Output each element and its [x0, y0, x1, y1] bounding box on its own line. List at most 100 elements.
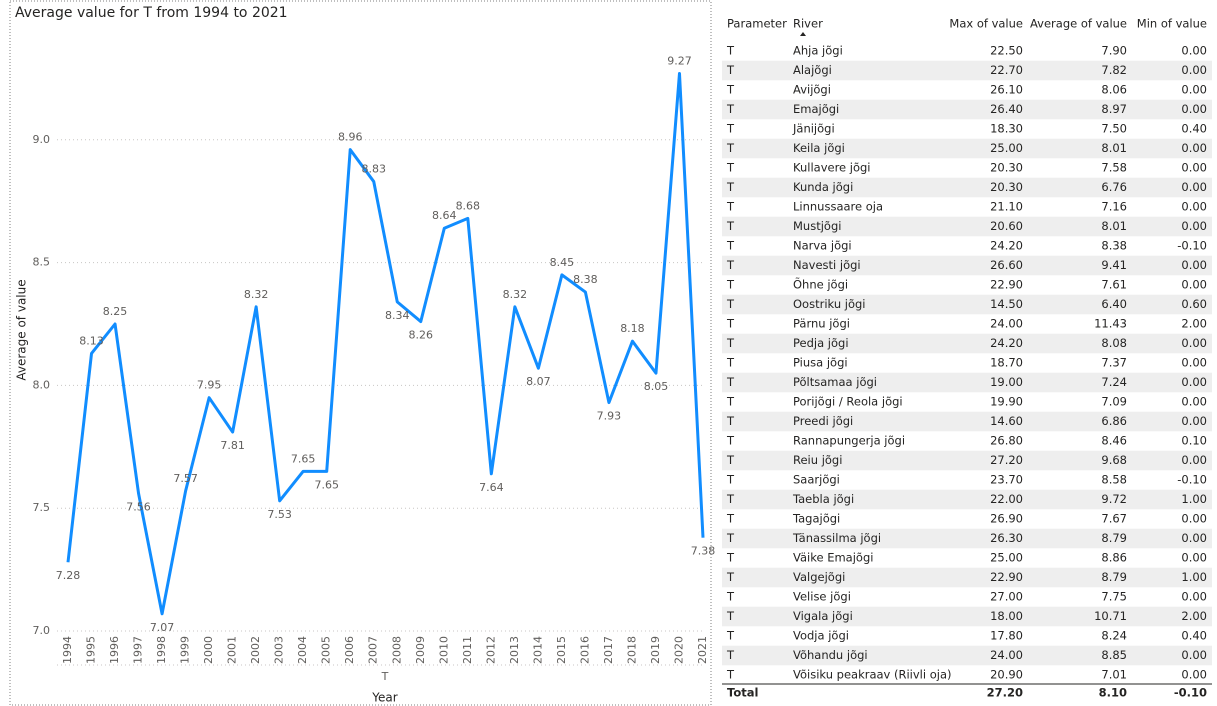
table-cell: 0.00	[1181, 102, 1207, 116]
column-header[interactable]: Parameter	[727, 17, 787, 31]
row-band	[722, 177, 1212, 198]
column-header[interactable]: Max of value	[949, 17, 1023, 31]
table-cell: Vigala jõgi	[793, 609, 853, 623]
table-cell: 22.50	[990, 44, 1023, 58]
table-cell: T	[726, 102, 735, 116]
table-cell: 8.58	[1101, 473, 1127, 487]
table-cell: 0.00	[1181, 44, 1207, 58]
x-tick-label: 1999	[179, 636, 192, 664]
row-band	[722, 216, 1212, 237]
x-tick-label: 1998	[155, 636, 168, 664]
data-label: 8.64	[432, 209, 457, 222]
table-cell: 27.00	[990, 590, 1023, 604]
total-cell: 27.20	[987, 686, 1023, 700]
table-cell: 18.00	[990, 609, 1023, 623]
table-cell: T	[726, 297, 735, 311]
table-cell: Põltsamaa jõgi	[793, 375, 877, 389]
table-cell: T	[726, 63, 735, 77]
table-cell: T	[726, 492, 735, 506]
table-cell: T	[726, 239, 735, 253]
table-cell: 6.40	[1101, 297, 1127, 311]
table-cell: 27.20	[990, 453, 1023, 467]
table-cell: 0.00	[1181, 356, 1207, 370]
table-cell: 8.01	[1101, 219, 1127, 233]
table-cell: 14.60	[990, 414, 1023, 428]
table-cell: 0.00	[1181, 141, 1207, 155]
table-cell: 6.76	[1101, 180, 1127, 194]
table-cell: 7.09	[1101, 395, 1127, 409]
visual-border	[9, 0, 712, 706]
x-axis-title: Year	[371, 691, 397, 705]
table-cell: 11.43	[1094, 317, 1127, 331]
table-cell: 25.00	[990, 141, 1023, 155]
table-cell: T	[726, 180, 735, 194]
table-cell: 7.90	[1101, 44, 1127, 58]
table-cell: 24.20	[990, 239, 1023, 253]
row-band	[722, 645, 1212, 666]
total-cell: -0.10	[1174, 686, 1207, 700]
table-cell: 9.68	[1101, 453, 1127, 467]
row-band	[722, 450, 1212, 471]
sort-arrow[interactable]	[800, 32, 806, 36]
x-tick-label: 2020	[672, 636, 685, 664]
table-cell: 0.00	[1181, 453, 1207, 467]
y-tick-label: 7.0	[33, 624, 51, 637]
table-cell: Kunda jõgi	[793, 180, 853, 194]
table-cell: Saarjõgi	[793, 473, 840, 487]
y-tick-label: 8.5	[33, 256, 51, 269]
x-tick-label: 2007	[367, 636, 380, 664]
table-cell: 1.00	[1181, 570, 1207, 584]
table-cell: 8.86	[1101, 551, 1127, 565]
table-cell: 8.08	[1101, 336, 1127, 350]
table-cell: Reiu jõgi	[793, 453, 842, 467]
table-cell: Velise jõgi	[793, 590, 851, 604]
table-cell: 22.00	[990, 492, 1023, 506]
table-cell: 0.00	[1181, 63, 1207, 77]
table-cell: T	[726, 219, 735, 233]
table-cell: 8.79	[1101, 531, 1127, 545]
x-tick-label: 2008	[390, 636, 403, 664]
column-header[interactable]: River	[793, 17, 823, 31]
table-cell: T	[726, 531, 735, 545]
table-cell: Avijõgi	[793, 83, 831, 97]
table-cell: Oostriku jõgi	[793, 297, 866, 311]
data-label: 7.28	[56, 569, 81, 582]
table-cell: T	[726, 473, 735, 487]
column-header[interactable]: Average of value	[1030, 17, 1127, 31]
data-label: 7.65	[291, 452, 316, 465]
table-cell: 26.40	[990, 102, 1023, 116]
table-cell: T	[726, 629, 735, 643]
row-band	[722, 255, 1212, 276]
column-header[interactable]: Min of value	[1137, 17, 1207, 31]
x-tick-label: 2011	[461, 636, 474, 664]
table-cell: Tänassilma jõgi	[792, 531, 881, 545]
table-cell: 0.00	[1181, 219, 1207, 233]
table-cell: 22.90	[990, 570, 1023, 584]
table-cell: 6.86	[1101, 414, 1127, 428]
x-tick-label: 2001	[226, 636, 239, 664]
table-cell: 0.00	[1181, 668, 1207, 682]
table-cell: 8.46	[1101, 434, 1127, 448]
data-label: 7.93	[597, 410, 622, 423]
table-cell: 8.79	[1101, 570, 1127, 584]
table-cell: Pedja jõgi	[793, 336, 849, 350]
data-label: 7.56	[126, 500, 151, 513]
data-label: 8.32	[244, 288, 269, 301]
table-cell: Võisiku peakraav (Riivli oja)	[793, 668, 952, 682]
table-cell: 26.10	[990, 83, 1023, 97]
data-label: 8.96	[338, 131, 363, 144]
table-cell: Rannapungerja jõgi	[793, 434, 905, 448]
table-cell: 7.61	[1101, 278, 1127, 292]
table-cell: Jänijõgi	[792, 122, 835, 136]
row-band	[722, 333, 1212, 354]
table-cell: 23.70	[990, 473, 1023, 487]
data-label: 9.27	[667, 54, 692, 67]
table-cell: 7.82	[1101, 63, 1127, 77]
table-cell: T	[726, 453, 735, 467]
y-tick-label: 7.5	[33, 501, 51, 514]
data-label: 8.05	[644, 380, 669, 393]
data-label: 8.13	[79, 334, 104, 347]
table-cell: T	[726, 434, 735, 448]
table-cell: 0.00	[1181, 161, 1207, 175]
